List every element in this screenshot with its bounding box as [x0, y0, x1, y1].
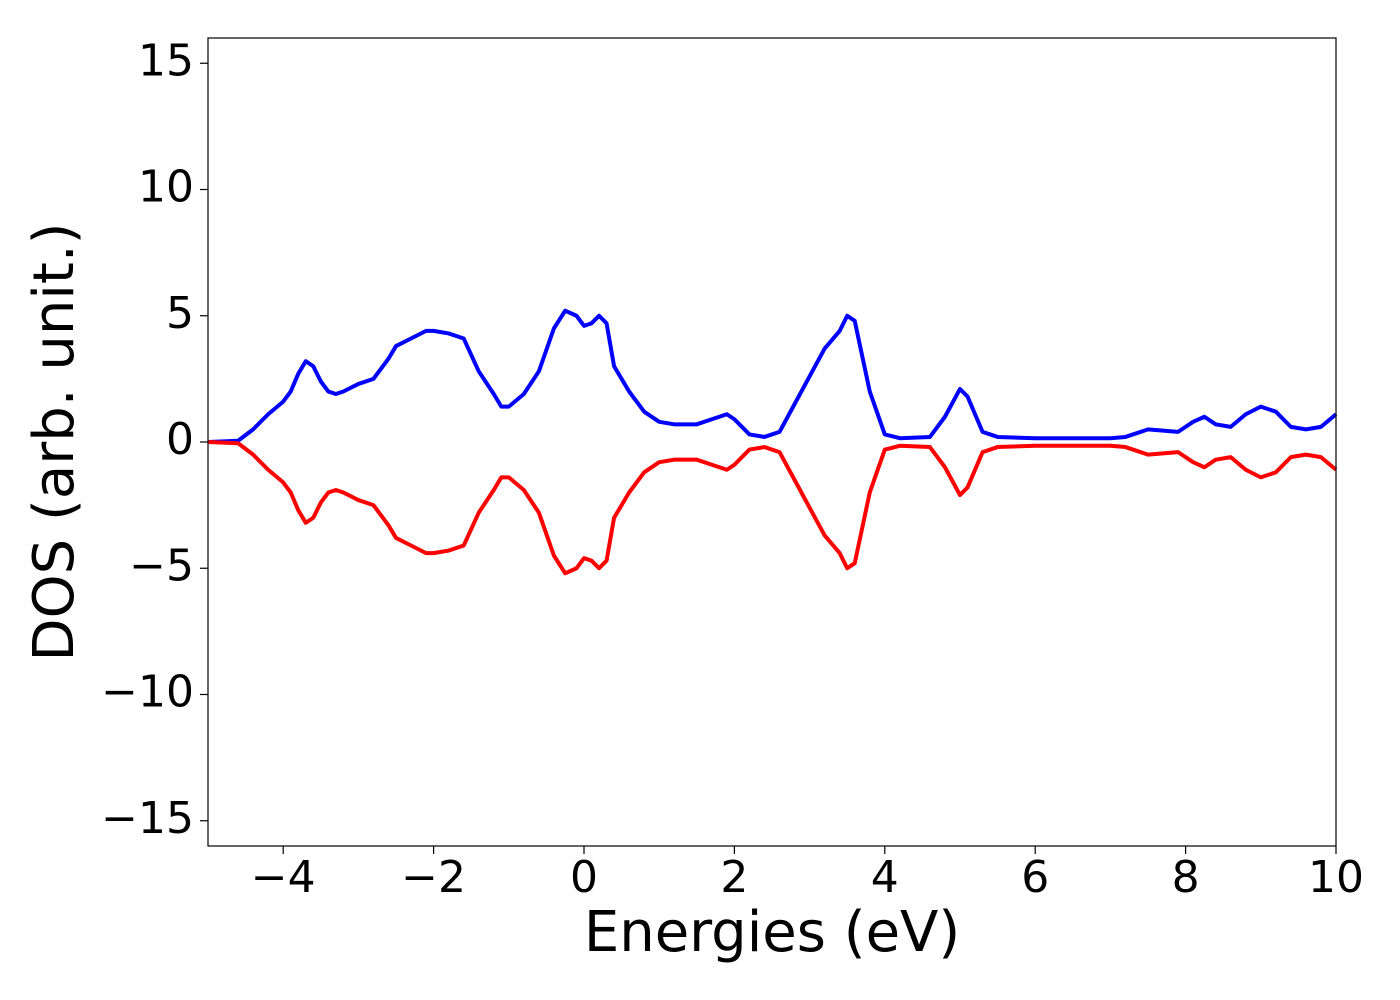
- x-tick-label: −4: [251, 852, 316, 903]
- x-tick-label: 8: [1172, 852, 1200, 903]
- plot-frame: [207, 37, 1337, 847]
- x-tick-label: 10: [1308, 852, 1364, 903]
- y-tick-label: −5: [129, 540, 194, 591]
- y-tick-label: −15: [101, 793, 194, 844]
- y-tick-label: −10: [101, 667, 194, 718]
- y-tick-label: 10: [138, 162, 194, 213]
- x-tick-label: 4: [871, 852, 899, 903]
- data-line: [207, 440, 1338, 576]
- x-tick-label: −2: [401, 852, 466, 903]
- x-tick-label: 0: [570, 852, 598, 903]
- data-line: [207, 308, 1338, 444]
- x-tick-label: 2: [720, 852, 748, 903]
- x-tick-label: 6: [1021, 852, 1049, 903]
- y-tick-label: 5: [166, 288, 194, 339]
- y-tick-label: 15: [138, 35, 194, 86]
- y-tick-label: 0: [166, 414, 194, 465]
- y-axis-title: DOS (arb. unit.): [22, 222, 87, 661]
- x-axis-title: Energies (eV): [584, 900, 960, 965]
